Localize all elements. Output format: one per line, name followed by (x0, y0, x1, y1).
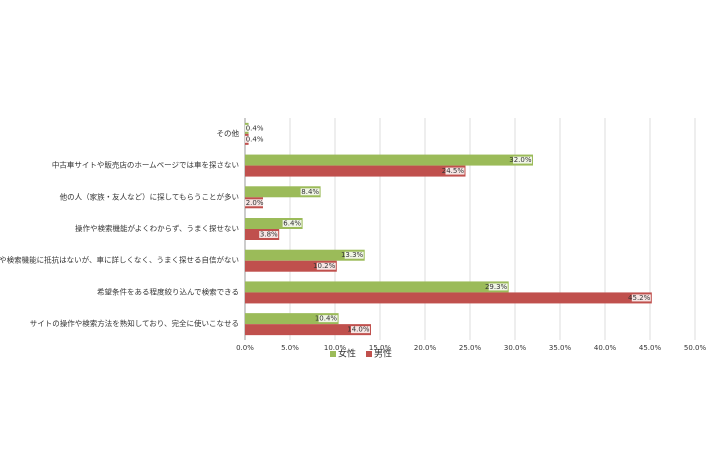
value-label: 32.0% (509, 156, 532, 164)
value-label-bg (344, 251, 364, 259)
x-tick-label: 35.0% (549, 344, 572, 352)
value-label-bg (318, 315, 338, 323)
value-label-bg (445, 167, 465, 175)
value-label-bg (245, 199, 264, 207)
category-label: サイトの操作や検索方法を熟知しており、完全に使いこなせる (30, 318, 239, 328)
x-tick-label: 20.0% (414, 344, 437, 352)
value-label: 6.4% (283, 220, 301, 228)
x-tick-label: 50.0% (684, 344, 707, 352)
bar (245, 249, 365, 261)
x-tick-label: 5.0% (281, 344, 299, 352)
legend-label: 女性 (338, 348, 356, 360)
value-label-bg (282, 220, 302, 227)
value-label: 0.4% (246, 124, 264, 132)
value-label-bg (316, 262, 336, 270)
value-label: 10.2% (313, 262, 336, 270)
value-label: 8.4% (301, 188, 319, 196)
category-label: その他 (217, 128, 240, 138)
category-label: 中古車サイトや販売店のホームページでは車を探さない (52, 160, 239, 170)
bar (245, 324, 371, 336)
value-label: 3.8% (260, 231, 278, 239)
value-label-bg (351, 326, 370, 334)
x-tick-label: 25.0% (459, 344, 482, 352)
value-label-bg (488, 283, 508, 291)
legend-swatch (330, 351, 336, 357)
category-label: 操作や検索機能がよくわからず、うまく探せない (75, 223, 239, 233)
bar (245, 281, 509, 293)
value-label: 0.4% (246, 135, 264, 143)
x-tick-label: 45.0% (639, 344, 662, 352)
value-label-bg (300, 188, 320, 196)
x-tick-label: 40.0% (594, 344, 617, 352)
value-label: 13.3% (341, 251, 364, 259)
value-label: 24.5% (442, 167, 465, 175)
category-label: 他の人（家族・友人など）に探してもらうことが多い (60, 191, 239, 201)
x-tick-label: 10.0% (324, 344, 347, 352)
value-label: 2.0% (246, 199, 264, 207)
bar (245, 313, 339, 325)
value-label-bg (245, 124, 264, 132)
value-label-bg (631, 294, 651, 302)
legend-swatch (366, 351, 372, 357)
value-label: 45.2% (628, 294, 651, 302)
category-label: 希望条件をある程度絞り込んで検索できる (97, 286, 239, 296)
x-tick-label: 15.0% (369, 344, 392, 352)
value-label-bg (513, 156, 532, 164)
value-label: 14.0% (347, 326, 370, 334)
x-tick-label: 0.0% (236, 344, 254, 352)
bar (245, 186, 321, 198)
x-tick-label: 30.0% (504, 344, 527, 352)
value-label: 10.4% (315, 315, 338, 323)
value-label-bg (259, 231, 279, 238)
bar (245, 292, 652, 304)
legend-label: 男性 (374, 348, 392, 360)
bar (245, 165, 466, 177)
bar (245, 154, 533, 166)
value-label: 29.3% (485, 283, 508, 291)
bar (245, 218, 303, 229)
category-label: 操作や検索機能に抵抗はないが、車に詳しくなく、うまく探せる自信がない (0, 255, 239, 265)
bar (245, 260, 337, 272)
value-label-bg (245, 135, 264, 143)
